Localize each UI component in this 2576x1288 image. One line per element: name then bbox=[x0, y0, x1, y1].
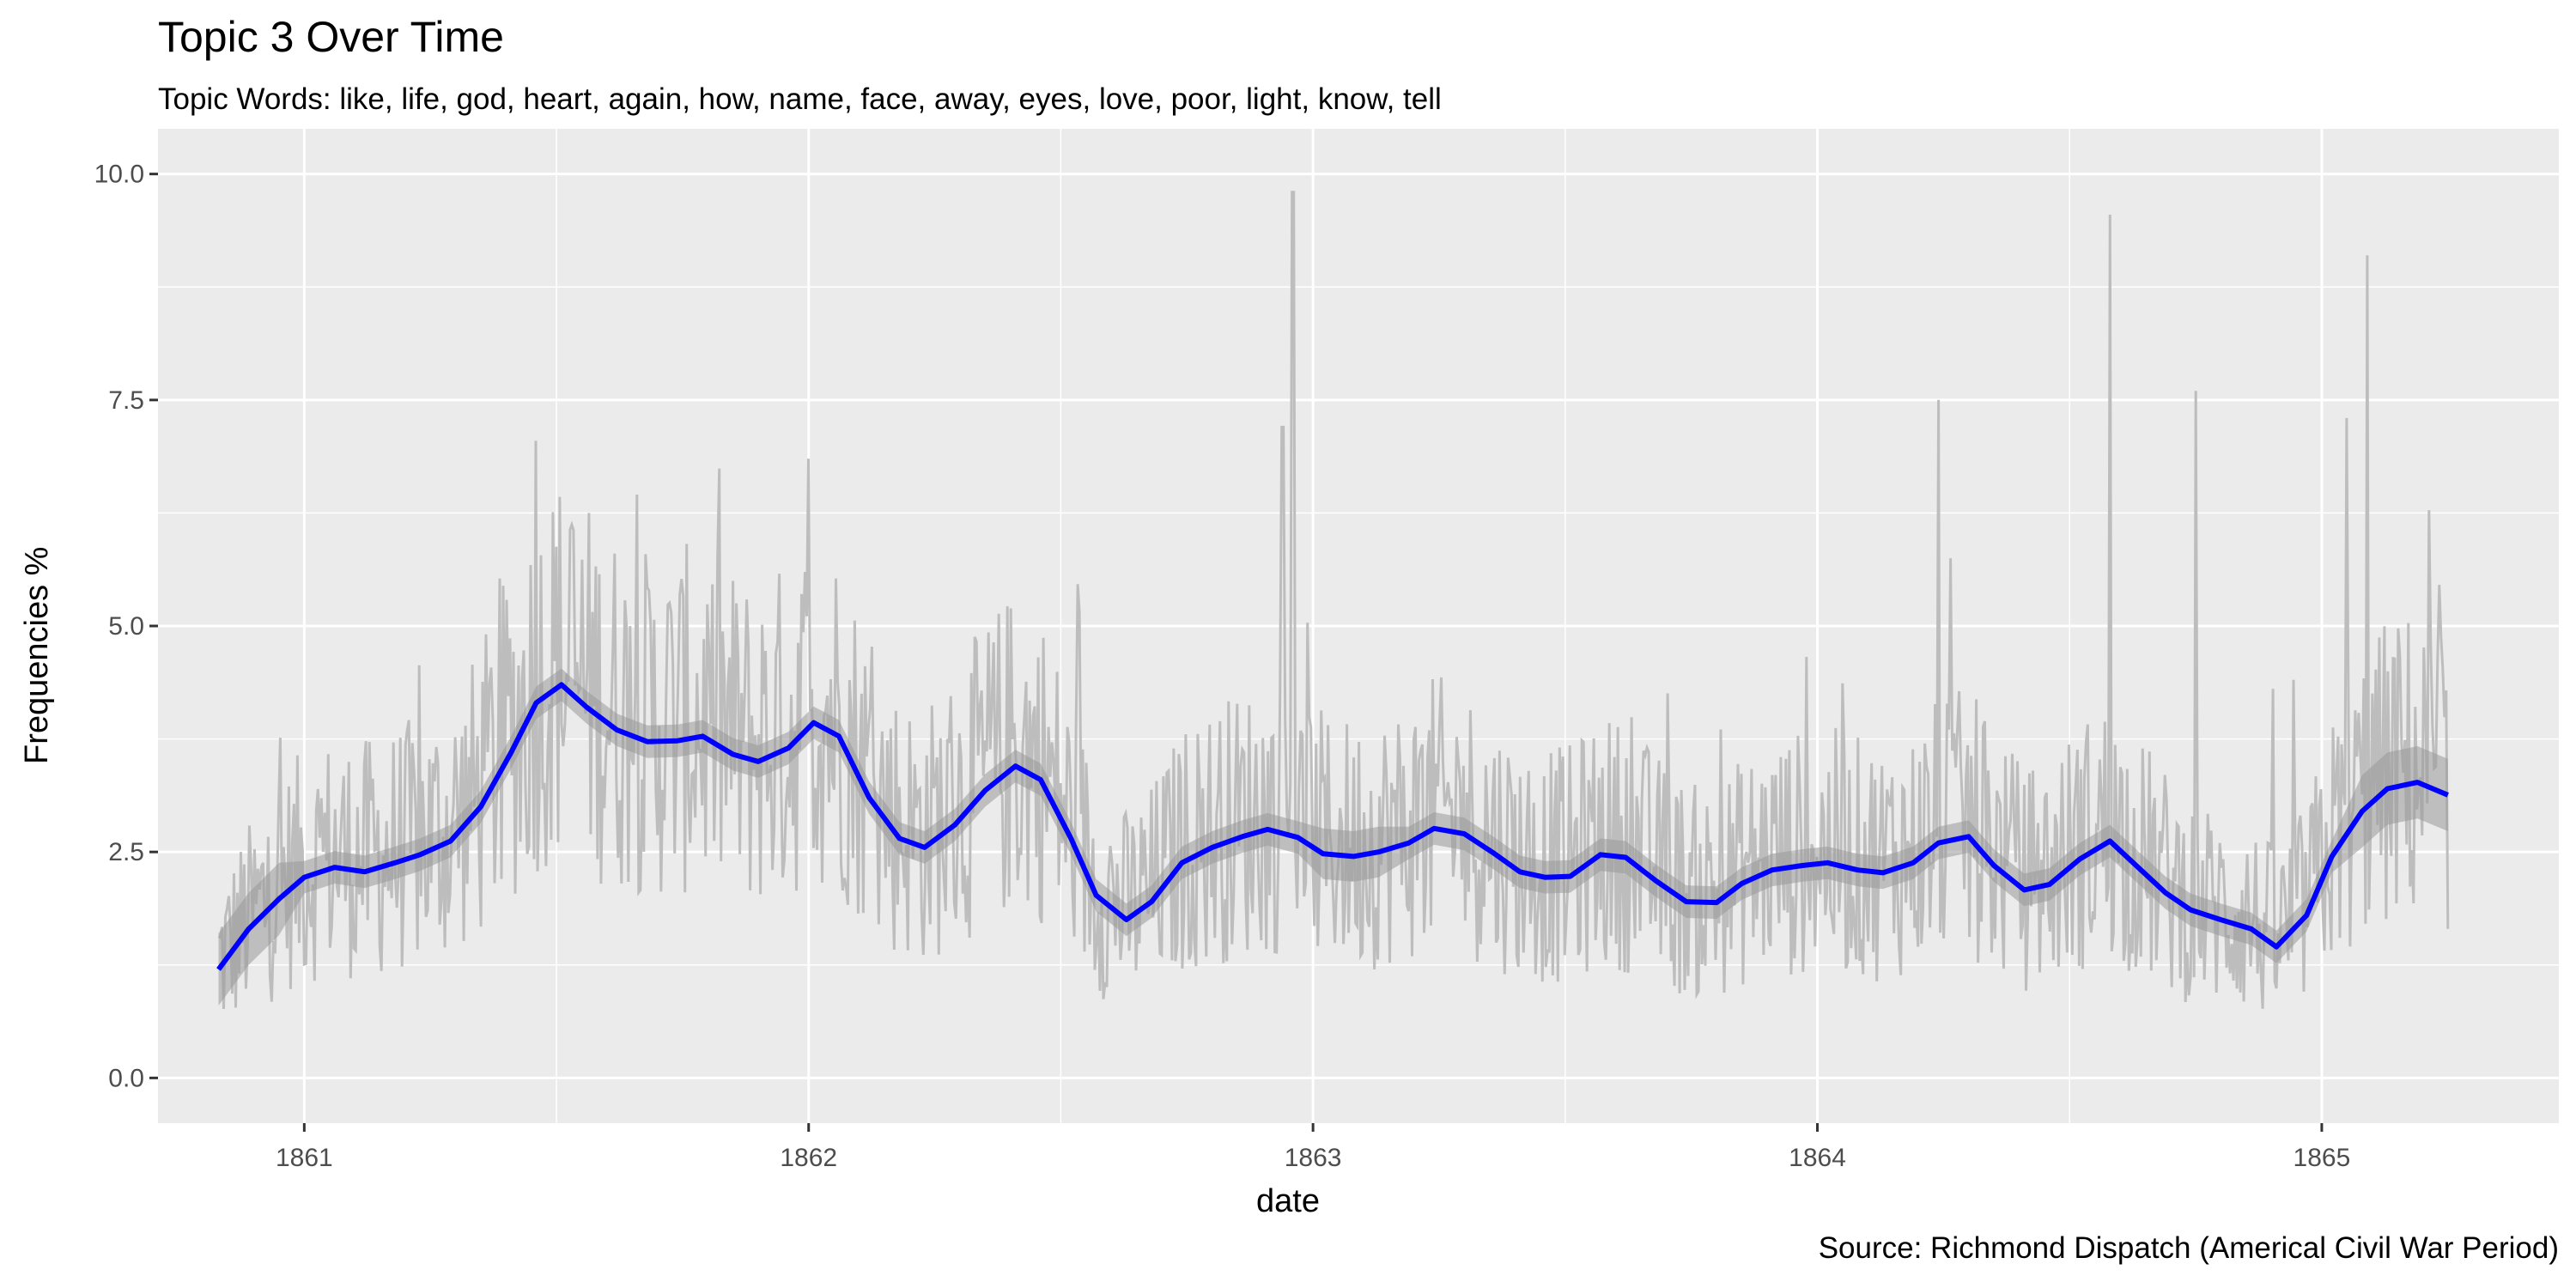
x-tick-label: 1862 bbox=[780, 1144, 837, 1172]
y-tick-label: 0.0 bbox=[108, 1064, 144, 1092]
raw-series-layer bbox=[217, 191, 2450, 1010]
smoothed-line-layer bbox=[216, 682, 2449, 971]
x-tick-label: 1864 bbox=[1789, 1144, 1846, 1172]
y-tick-label: 5.0 bbox=[108, 612, 144, 641]
x-tick-label: 1865 bbox=[2293, 1144, 2351, 1172]
raw-series-line bbox=[217, 191, 2450, 1010]
chart-subtitle: Topic Words: like, life, god, heart, aga… bbox=[158, 82, 1442, 116]
y-tick-label: 2.5 bbox=[108, 838, 144, 866]
x-tick-label: 1861 bbox=[276, 1144, 333, 1172]
chart-caption: Source: Richmond Dispatch (Americal Civi… bbox=[1818, 1231, 2559, 1265]
y-tick-label: 7.5 bbox=[108, 386, 144, 415]
x-tick-label: 1863 bbox=[1285, 1144, 1342, 1172]
axis-ticks bbox=[149, 173, 2324, 1132]
smoothed-trend-line bbox=[216, 682, 2449, 971]
chart-title: Topic 3 Over Time bbox=[158, 13, 504, 61]
x-axis-label: date bbox=[1256, 1183, 1320, 1219]
y-tick-label: 10.0 bbox=[94, 161, 144, 189]
axis-tick-labels: 1861 1862 1863 1864 1865 0.0 2.5 5.0 7.5 10.0 bbox=[94, 161, 2351, 1172]
